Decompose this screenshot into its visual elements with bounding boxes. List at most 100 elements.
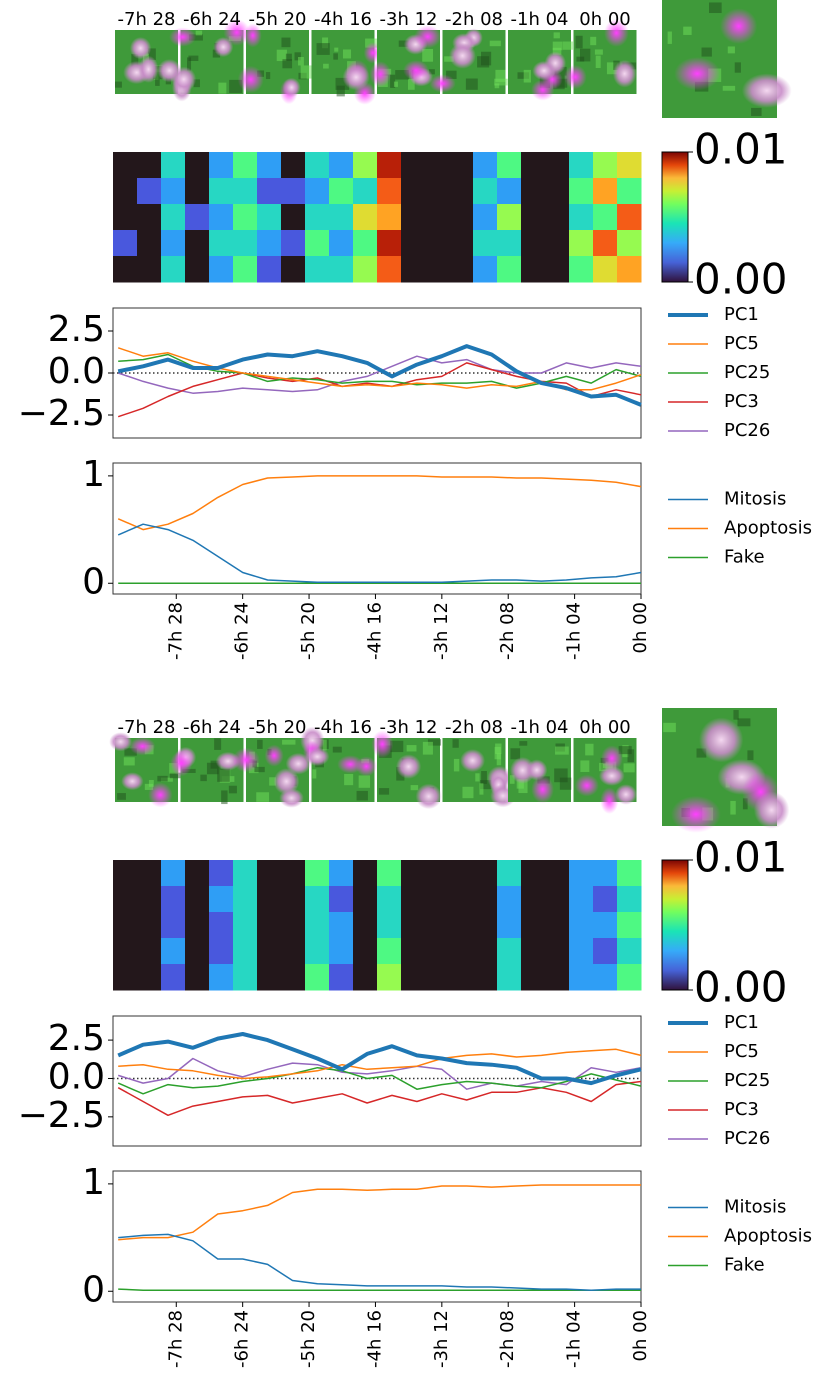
heatmap-cell — [329, 256, 354, 283]
heatmap-cell — [281, 912, 306, 939]
heatmap-cell — [569, 178, 594, 205]
image-texture — [281, 37, 291, 48]
nucleus — [129, 37, 152, 60]
heatmap-cell — [329, 886, 354, 913]
heatmap-cell — [281, 964, 306, 991]
cell-image — [109, 732, 182, 808]
heatmap-cell — [377, 964, 402, 991]
x-tick-label: 0h 00 — [630, 1310, 651, 1362]
thumbnail-label: 0h 00 — [579, 9, 631, 30]
x-tick-label: -7h 28 — [165, 1310, 186, 1368]
y-tick-label: −2.5 — [18, 393, 105, 434]
nucleus — [237, 65, 264, 94]
heatmap-cell — [209, 256, 234, 283]
y-tick-label: 1 — [82, 454, 105, 495]
heatmap-cell — [353, 178, 378, 205]
nucleus — [460, 749, 486, 773]
nucleus — [264, 744, 284, 767]
nucleus — [355, 756, 377, 777]
heatmap-cell — [209, 964, 234, 991]
heatmap-cell — [401, 964, 426, 991]
heatmap-cell — [113, 912, 138, 939]
image-texture — [562, 41, 574, 50]
series-line — [117, 344, 642, 407]
x-tick-label: -4h 16 — [364, 602, 385, 660]
image-texture — [481, 51, 492, 66]
image-texture — [256, 792, 270, 802]
heatmap-cell — [473, 912, 498, 939]
image-texture — [282, 59, 293, 69]
heatmap-cell — [425, 230, 450, 257]
image-texture — [495, 69, 506, 82]
heatmap-cell — [137, 256, 162, 283]
heatmap-cell — [161, 204, 186, 231]
heatmap-cell — [593, 152, 618, 179]
image-texture — [117, 793, 126, 800]
image-texture — [334, 47, 339, 52]
heatmap-cell — [305, 886, 330, 913]
heatmap-cell — [425, 178, 450, 205]
heatmap-cell — [521, 204, 546, 231]
legend-label: Apoptosis — [724, 1226, 812, 1247]
image-texture — [115, 81, 122, 88]
colorbar — [661, 859, 689, 991]
heatmap-cell — [113, 886, 138, 913]
heatmap-cell — [521, 964, 546, 991]
heatmap-cell — [497, 204, 522, 231]
heatmap-cell — [185, 178, 210, 205]
thumbnail-label: -6h 24 — [183, 717, 241, 738]
heatmap-cell — [545, 886, 570, 913]
heatmap-cell — [233, 178, 258, 205]
heatmap-cell — [425, 938, 450, 965]
image-texture — [623, 763, 635, 773]
heatmap-cell — [401, 204, 426, 231]
heatmap-cell — [569, 912, 594, 939]
image-texture — [553, 32, 560, 39]
image-texture — [575, 35, 583, 49]
image-texture — [585, 743, 594, 756]
heatmap-cell — [449, 178, 474, 205]
series-line — [117, 523, 642, 583]
heatmap-cell — [185, 256, 210, 283]
nucleus — [741, 73, 792, 108]
heatmap-cell — [593, 178, 618, 205]
image-texture — [257, 739, 263, 749]
heatmap-cell — [233, 256, 258, 283]
image-texture — [462, 786, 474, 799]
heatmap-cell — [545, 152, 570, 179]
plot-frame — [112, 1015, 642, 1147]
heatmap-cell — [497, 886, 522, 913]
heatmap-cell — [233, 204, 258, 231]
image-texture — [221, 790, 228, 805]
heatmap-cell — [209, 230, 234, 257]
image-texture — [594, 49, 603, 55]
heatmap-cell — [473, 964, 498, 991]
cell-image — [300, 726, 377, 802]
heatmap-cell — [209, 912, 234, 939]
cell-image — [563, 18, 637, 94]
heatmap-cell — [353, 938, 378, 965]
heatmap-cell — [281, 886, 306, 913]
image-texture — [494, 746, 501, 760]
x-tick-label: -6h 24 — [232, 1310, 253, 1368]
heatmap-cell — [209, 860, 234, 887]
image-texture — [429, 69, 435, 75]
thumbnail-label: -5h 20 — [249, 717, 307, 738]
heatmap-cell — [161, 912, 186, 939]
cell-image — [429, 28, 508, 94]
nucleus — [169, 27, 197, 47]
heatmap-cell — [545, 964, 570, 991]
heatmap-cell — [329, 860, 354, 887]
heatmap-cell — [281, 938, 306, 965]
image-texture — [390, 74, 396, 88]
image-texture — [519, 741, 528, 746]
cell-image — [508, 30, 574, 101]
x-tick-label: -2h 08 — [497, 1310, 518, 1368]
colorbar-tick-label: 0.01 — [694, 125, 788, 174]
image-texture — [737, 718, 751, 727]
heatmap-cell — [449, 938, 474, 965]
image-texture — [733, 710, 739, 720]
heatmap-cell — [377, 912, 402, 939]
heatmap-cell — [257, 886, 282, 913]
